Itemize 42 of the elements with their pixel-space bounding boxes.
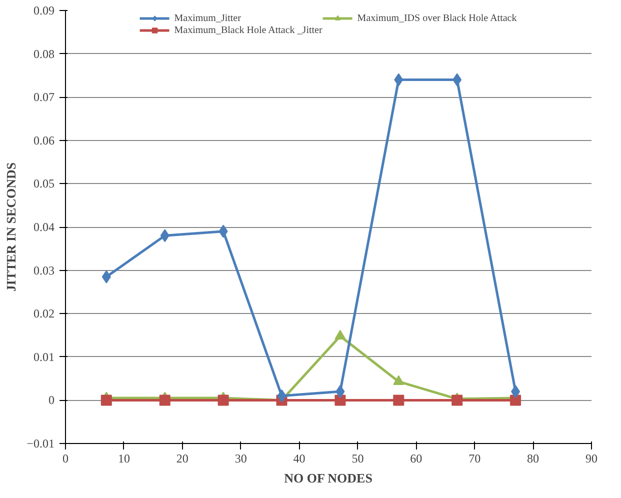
point	[100, 394, 112, 406]
x-tick-label: 40	[293, 452, 306, 466]
y-tick-label: 0.06	[34, 133, 54, 148]
x-tick-label: 30	[234, 452, 247, 466]
point	[510, 394, 522, 406]
y-tick-label: 0.02	[34, 306, 54, 321]
point	[102, 270, 111, 284]
point	[452, 73, 462, 86]
x-tick-label: 60	[410, 452, 422, 466]
point	[511, 385, 520, 398]
y-tick-label: 0	[48, 393, 54, 408]
legend-label: Maximum_Jitter	[174, 12, 241, 24]
y-tick-label: 0.08	[34, 46, 54, 61]
point	[336, 385, 345, 398]
x-tick-label: 0	[62, 452, 68, 466]
point	[394, 73, 404, 86]
point	[218, 394, 229, 406]
x-tick-label: 50	[352, 452, 364, 466]
x-tick-label: 70	[468, 452, 481, 466]
y-tick-label: 0.07	[34, 90, 54, 104]
y-tick-label: −0.01	[26, 436, 55, 450]
x-tick-label: 10	[118, 452, 130, 466]
point	[334, 394, 346, 406]
x-tick-label: 20	[176, 452, 188, 466]
point	[452, 394, 463, 406]
y-axis-title: JITTER IN SECONDS	[4, 162, 19, 292]
legend-label: Maximum_Black Hole Attack _Jitter	[174, 24, 322, 36]
y-tick-label: 0.03	[34, 263, 54, 278]
x-axis-title: NO OF NODES	[284, 470, 372, 486]
point	[218, 224, 228, 238]
x-tick-label: 90	[586, 452, 598, 466]
point	[159, 394, 170, 406]
x-tick-label: 80	[527, 452, 540, 466]
point	[334, 330, 346, 340]
point	[393, 394, 404, 406]
y-tick-label: 0.01	[34, 350, 54, 364]
y-tick-label: 0.04	[34, 220, 54, 234]
legend-label: Maximum_IDS over Black Hole Attack	[357, 12, 517, 24]
y-tick-label: 0.09	[34, 4, 54, 18]
y-tick-label: 0.05	[34, 176, 54, 191]
point	[277, 389, 286, 402]
point	[160, 229, 170, 242]
